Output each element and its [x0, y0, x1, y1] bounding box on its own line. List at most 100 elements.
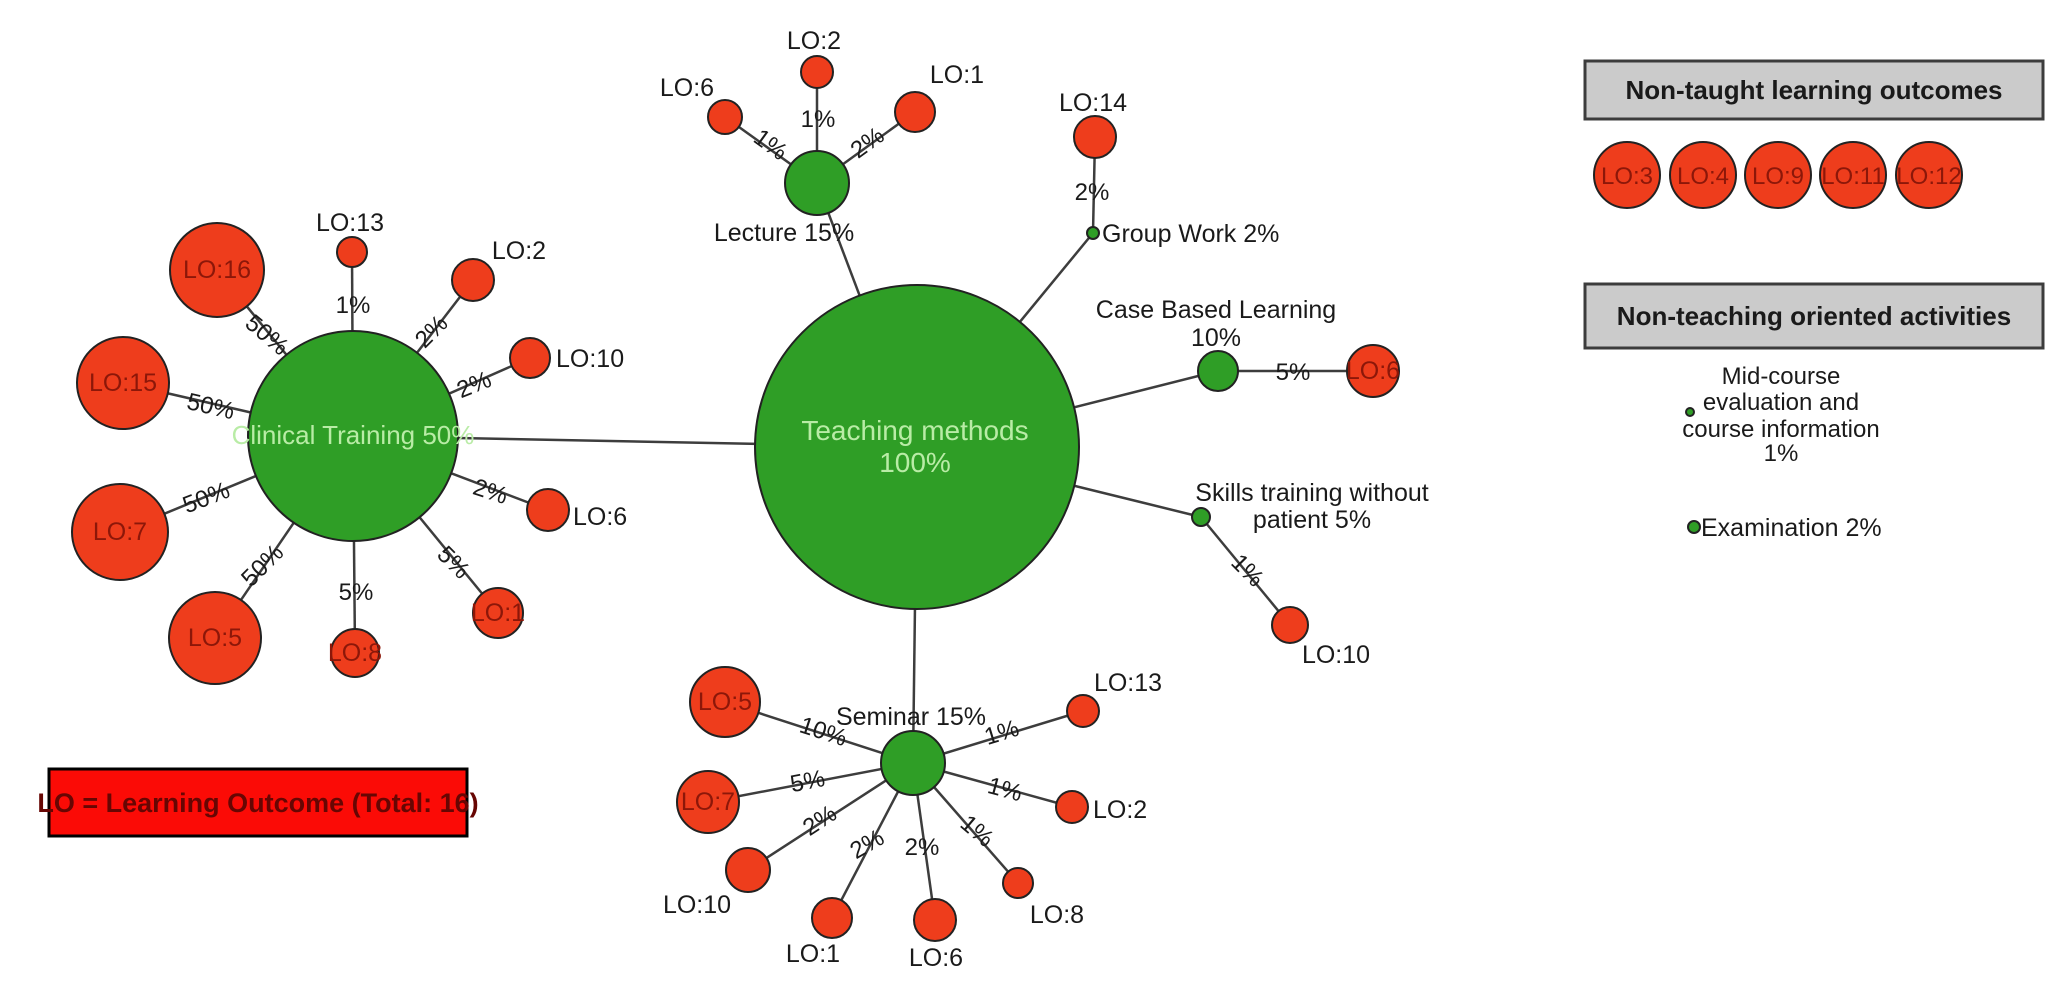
- midcourse-label-line4: 1%: [1764, 440, 1799, 467]
- midcourse-label-line3: course information: [1682, 416, 1879, 443]
- node-lo13-seminar: [1066, 694, 1100, 728]
- legend-non-taught-title: Non-taught learning outcomes: [1626, 75, 2003, 105]
- edge-label-seminar-lo8: 1%: [955, 810, 999, 853]
- node-lo3-legend: [1593, 141, 1661, 209]
- node-label-lo3-legend: LO:3: [1601, 163, 1653, 190]
- node-lo1-clinical: [472, 587, 524, 639]
- edge-label-clinical-lo13: 1%: [336, 292, 371, 319]
- edge-label-seminar-lo7: 5%: [788, 765, 827, 798]
- node-label-lecture: Lecture 15%: [714, 219, 854, 247]
- node-lo6-clinical: [526, 488, 570, 532]
- midcourse-label-line2: evaluation and: [1703, 389, 1859, 416]
- node-label-lo16-clinical: LO:16: [183, 256, 251, 284]
- node-label-lo10-clinical: LO:10: [556, 345, 624, 373]
- edge-label-groupwork-lo14: 2%: [1075, 179, 1110, 206]
- legend-activities-title: Non-teaching oriented activities: [1617, 301, 2011, 331]
- node-label-lo13-seminar: LO:13: [1094, 669, 1162, 697]
- midcourse-label-line1: Mid-course: [1722, 363, 1841, 390]
- node-label-teaching-1: 100%: [879, 447, 951, 478]
- node-label-lo11-legend: LO:11: [1821, 163, 1885, 190]
- node-label-lo10-seminar: LO:10: [663, 891, 731, 919]
- node-lo11-legend: [1819, 141, 1887, 209]
- node-label-lo2-clinical: LO:2: [492, 237, 546, 265]
- node-label-lo7-seminar: LO:7: [681, 788, 735, 816]
- node-seminar: [880, 730, 946, 796]
- node-lo9-legend: [1744, 141, 1812, 209]
- edge-label-clinical-lo2: 2%: [410, 310, 454, 354]
- node-lo6-lecture: [707, 99, 743, 135]
- node-label-lo7-clinical: LO:7: [93, 518, 147, 546]
- node-label-seminar: Seminar 15%: [836, 703, 986, 731]
- node-lo8-seminar: [1002, 867, 1034, 899]
- edge-label-seminar-lo6: 2%: [905, 834, 940, 861]
- node-lo10-clinical: [509, 337, 551, 379]
- node-label-lo2-lecture: LO:2: [787, 27, 841, 55]
- edge-label-seminar-lo2: 1%: [985, 772, 1025, 807]
- edge-label-seminar-lo1: 2%: [845, 824, 889, 865]
- node-lo5-clinical: [168, 591, 262, 685]
- node-label-lo10-skills: LO:10: [1302, 641, 1370, 669]
- node-lo1-seminar: [811, 897, 853, 939]
- network-diagram: 50%1%2%2%2%5%5%50%50%50%1%1%2%2%5%1%10%5…: [71, 27, 1963, 972]
- legend-non-taught-box: [1583, 59, 2045, 121]
- note-label: LO = Learning Outcome (Total: 16): [37, 788, 478, 818]
- node-label-lo6-clinical: LO:6: [573, 503, 627, 531]
- edge-label-seminar-lo13: 1%: [981, 715, 1022, 751]
- edge-label-lecture-lo2: 1%: [801, 106, 836, 133]
- edge-label-clinical-lo15: 50%: [184, 388, 237, 425]
- node-label-lo6-lecture: LO:6: [660, 74, 714, 102]
- node-lecture: [784, 150, 850, 216]
- node-lo16-clinical: [169, 222, 265, 318]
- edge-label-casebased-lo6: 5%: [1276, 359, 1311, 386]
- node-label-lo13-clinical: LO:13: [316, 209, 384, 237]
- node-label-lo5-seminar: LO:5: [698, 688, 752, 716]
- edge-label-seminar-lo10: 2%: [798, 800, 842, 842]
- node-label-lo14-groupwork: LO:14: [1059, 89, 1127, 117]
- legend-activities-box: [1583, 282, 2045, 350]
- note-box: [47, 767, 469, 838]
- node-lo8-clinical: [330, 628, 380, 678]
- node-lo15-clinical: [76, 336, 170, 430]
- node-lo10-skills: [1271, 606, 1309, 644]
- node-lo5-seminar: [689, 666, 761, 738]
- node-lo1-lecture: [894, 91, 936, 133]
- node-label-lo9-legend: LO:9: [1752, 163, 1804, 190]
- node-skills: [1191, 507, 1211, 527]
- node-lo6-casebased: [1346, 344, 1400, 398]
- examination-label: Examination 2%: [1701, 514, 1882, 542]
- node-label-lo15-clinical: LO:15: [89, 369, 157, 397]
- node-label-lo2-seminar: LO:2: [1093, 796, 1147, 824]
- node-lo12-legend: [1895, 141, 1963, 209]
- node-label-lo8-seminar: LO:8: [1030, 901, 1084, 929]
- node-lo7-clinical: [71, 483, 169, 581]
- node-label-lo5-clinical: LO:5: [188, 624, 242, 652]
- edge-seminar-lo7: [707, 761, 914, 804]
- node-lo14-groupwork: [1073, 115, 1117, 159]
- edge-label-clinical-lo10: 2%: [453, 366, 495, 404]
- node-label-lo4-legend: LO:4: [1677, 163, 1729, 190]
- node-label-lo6-casebased: LO:6: [1346, 357, 1400, 385]
- node-lo2-clinical: [451, 258, 495, 302]
- node-label-lo8-clinical: LO:8: [328, 639, 382, 667]
- node-label-case-based-0: Case Based Learning: [1096, 296, 1336, 324]
- node-case-based: [1197, 350, 1239, 392]
- node-label-case-based-1: 10%: [1191, 324, 1241, 352]
- node-lo2-seminar: [1055, 790, 1089, 824]
- node-label-clinical: Clinical Training 50%: [232, 420, 475, 450]
- edge-label-clinical-lo7: 50%: [179, 477, 234, 519]
- node-lo6-seminar: [913, 898, 957, 942]
- node-lo13-clinical: [336, 236, 368, 268]
- node-clinical: [247, 330, 459, 542]
- edge-label-clinical-lo8: 5%: [339, 579, 374, 606]
- node-label-skills-1: patient 5%: [1253, 506, 1371, 534]
- node-label-teaching-0: Teaching methods: [801, 415, 1028, 446]
- node-label-lo1-seminar: LO:1: [786, 940, 840, 968]
- edge-label-clinical-lo6: 2%: [470, 474, 511, 510]
- node-label-skills-0: Skills training without: [1195, 479, 1428, 507]
- node-teaching: [754, 284, 1080, 610]
- node-examination-dot: [1687, 520, 1701, 534]
- node-lo2-lecture: [800, 55, 834, 89]
- node-lo7-seminar: [676, 770, 740, 834]
